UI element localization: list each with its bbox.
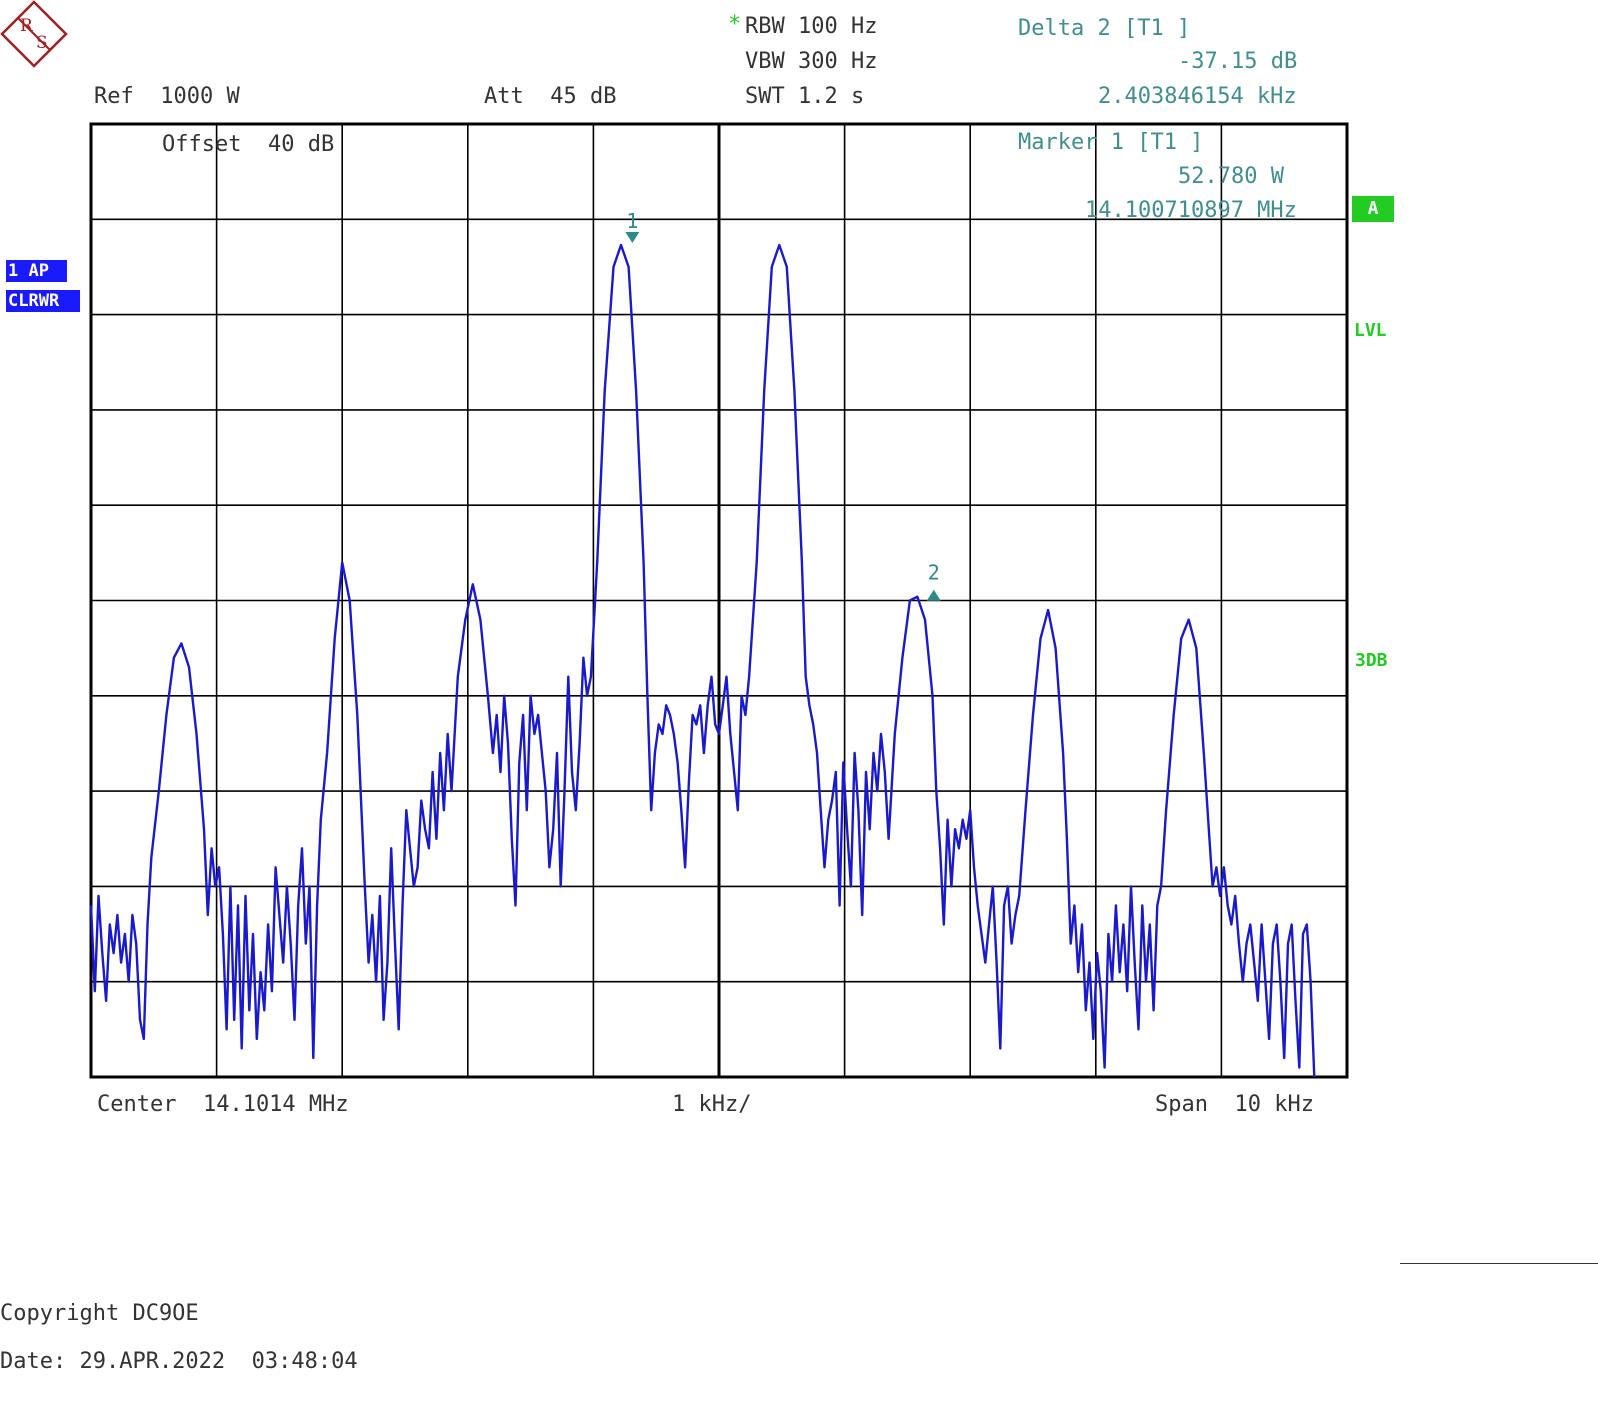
delta-marker-label: Delta 2 [T1 ]	[1018, 16, 1191, 41]
offset-readout: Offset 40 dB	[162, 132, 335, 157]
lvl-label: LVL	[1354, 320, 1387, 341]
frequency-per-division: 1 kHz/	[672, 1092, 752, 1117]
markers: 12	[625, 209, 941, 601]
delta-marker-value: -37.15 dB	[1178, 49, 1298, 74]
rohde-schwarz-logo: R S	[0, 0, 68, 68]
trace-mode-badge: CLRWR	[6, 290, 80, 312]
marker1-frequency: 14.100710897 MHz	[1085, 198, 1297, 223]
marker-1-label: 1	[626, 209, 638, 233]
trace-a-badge: A	[1352, 196, 1394, 222]
spectrum-trace	[89, 243, 1316, 1078]
ref-level-readout: Ref 1000 W	[94, 84, 240, 109]
logo-letter-s: S	[36, 33, 48, 53]
delta-marker-frequency: 2.403846154 kHz	[1098, 84, 1297, 109]
vbw-readout: VBW 300 Hz	[745, 49, 878, 74]
grid	[89, 122, 1349, 1079]
marker-2-label: 2	[928, 561, 940, 585]
date-stamp: Date: 29.APR.2022 03:48:04	[0, 1349, 358, 1374]
divider-line	[1400, 1263, 1598, 1264]
marker-2-symbol	[926, 589, 941, 601]
swt-readout: SWT 1.2 s	[745, 84, 865, 109]
span-readout: Span 10 kHz	[1155, 1092, 1314, 1117]
logo-letter-r: R	[20, 16, 34, 36]
center-frequency: Center 14.1014 MHz	[97, 1092, 349, 1117]
3db-label: 3DB	[1355, 650, 1388, 671]
marker1-label: Marker 1 [T1 ]	[1018, 130, 1204, 155]
attenuation-readout: Att 45 dB	[484, 84, 617, 109]
trace-detector-badge: 1 AP	[6, 260, 67, 282]
copyright-text: Copyright DC9OE	[0, 1301, 199, 1326]
marker-1-symbol	[625, 232, 640, 244]
rbw-readout: RBW 100 Hz	[745, 14, 878, 39]
rbw-modified-star: *	[728, 12, 742, 37]
marker1-value: 52.780 W	[1178, 164, 1284, 189]
